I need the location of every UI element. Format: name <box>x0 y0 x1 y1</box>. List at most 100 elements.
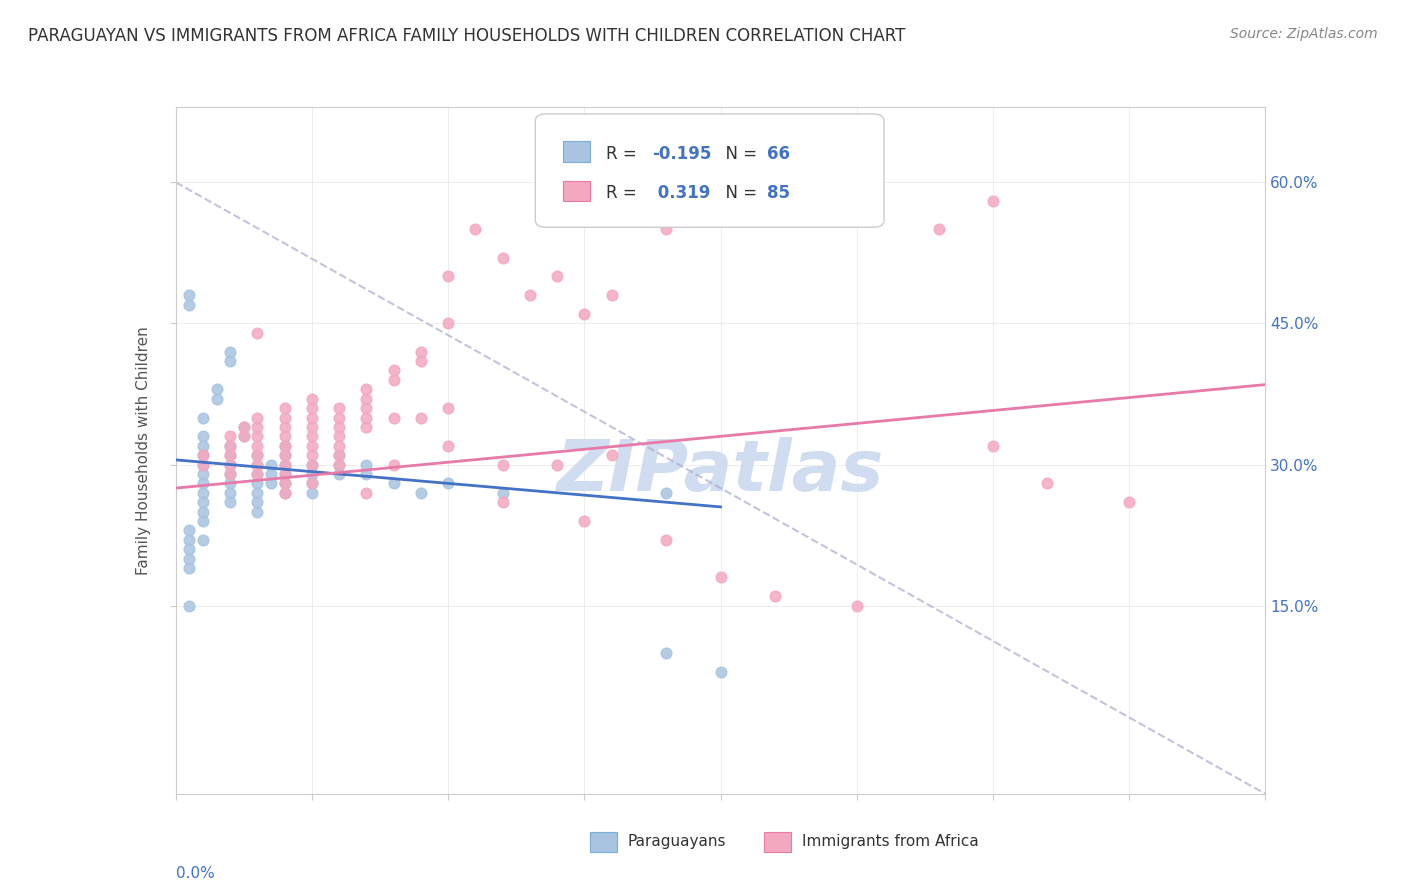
Point <box>382 476 405 491</box>
Point <box>437 269 460 284</box>
Point <box>232 420 254 434</box>
Point <box>301 476 323 491</box>
Point <box>437 401 460 416</box>
Point <box>274 476 297 491</box>
Point <box>219 458 242 472</box>
Point <box>246 439 269 453</box>
Point <box>274 485 297 500</box>
Point <box>179 542 201 557</box>
Point <box>191 514 214 528</box>
Point <box>328 410 350 425</box>
Point <box>219 467 242 481</box>
Point <box>328 467 350 481</box>
Point <box>246 476 269 491</box>
Point <box>301 476 323 491</box>
Point <box>710 570 733 584</box>
Point <box>191 505 214 519</box>
Point <box>260 467 283 481</box>
Point <box>301 392 323 406</box>
Point <box>437 476 460 491</box>
Point <box>356 485 378 500</box>
Text: N =: N = <box>716 184 762 202</box>
Point <box>246 467 269 481</box>
Point <box>179 551 201 566</box>
Point <box>981 439 1004 453</box>
Point <box>274 458 297 472</box>
Point <box>246 495 269 509</box>
Point <box>232 420 254 434</box>
Point <box>301 429 323 443</box>
Text: Immigrants from Africa: Immigrants from Africa <box>803 834 979 849</box>
Point <box>928 222 950 236</box>
Point <box>219 485 242 500</box>
FancyBboxPatch shape <box>591 831 617 852</box>
Point <box>437 439 460 453</box>
Point <box>328 429 350 443</box>
Point <box>191 448 214 462</box>
Point <box>464 222 486 236</box>
Point <box>382 373 405 387</box>
Point <box>191 533 214 547</box>
Point <box>382 458 405 472</box>
Point <box>274 439 297 453</box>
Point <box>274 439 297 453</box>
Point <box>301 467 323 481</box>
Point <box>274 476 297 491</box>
Point <box>600 448 623 462</box>
Point <box>274 485 297 500</box>
Point <box>219 467 242 481</box>
Point <box>179 533 201 547</box>
Point <box>246 326 269 340</box>
Point <box>179 298 201 312</box>
Point <box>1118 495 1140 509</box>
Point <box>191 458 214 472</box>
Point <box>274 420 297 434</box>
Point <box>191 458 214 472</box>
Point <box>179 561 201 575</box>
Point <box>409 410 432 425</box>
Point <box>246 410 269 425</box>
Point <box>301 401 323 416</box>
Point <box>574 514 596 528</box>
Point <box>301 420 323 434</box>
Point <box>382 363 405 377</box>
Y-axis label: Family Households with Children: Family Households with Children <box>136 326 152 574</box>
FancyBboxPatch shape <box>562 180 591 201</box>
Point <box>274 410 297 425</box>
Point <box>179 599 201 613</box>
Point <box>246 420 269 434</box>
Text: R =: R = <box>606 145 643 162</box>
Point <box>328 439 350 453</box>
Point <box>1036 476 1059 491</box>
Point <box>356 458 378 472</box>
Point <box>274 448 297 462</box>
Text: PARAGUAYAN VS IMMIGRANTS FROM AFRICA FAMILY HOUSEHOLDS WITH CHILDREN CORRELATION: PARAGUAYAN VS IMMIGRANTS FROM AFRICA FAM… <box>28 27 905 45</box>
Point <box>246 458 269 472</box>
Point <box>356 420 378 434</box>
Point <box>246 458 269 472</box>
Point <box>246 429 269 443</box>
Point <box>845 599 868 613</box>
Point <box>301 410 323 425</box>
Point <box>232 429 254 443</box>
Point <box>274 467 297 481</box>
Text: R =: R = <box>606 184 643 202</box>
Point <box>179 524 201 538</box>
Point <box>246 467 269 481</box>
Point <box>274 401 297 416</box>
Point <box>219 476 242 491</box>
Text: 85: 85 <box>768 184 790 202</box>
Point <box>409 485 432 500</box>
Point <box>437 317 460 331</box>
Point <box>546 458 568 472</box>
Point <box>219 439 242 453</box>
Point <box>301 448 323 462</box>
Point <box>356 467 378 481</box>
Point <box>274 458 297 472</box>
Point <box>219 429 242 443</box>
Point <box>328 458 350 472</box>
Point <box>191 448 214 462</box>
Point <box>274 448 297 462</box>
Point <box>219 448 242 462</box>
Point <box>981 194 1004 208</box>
